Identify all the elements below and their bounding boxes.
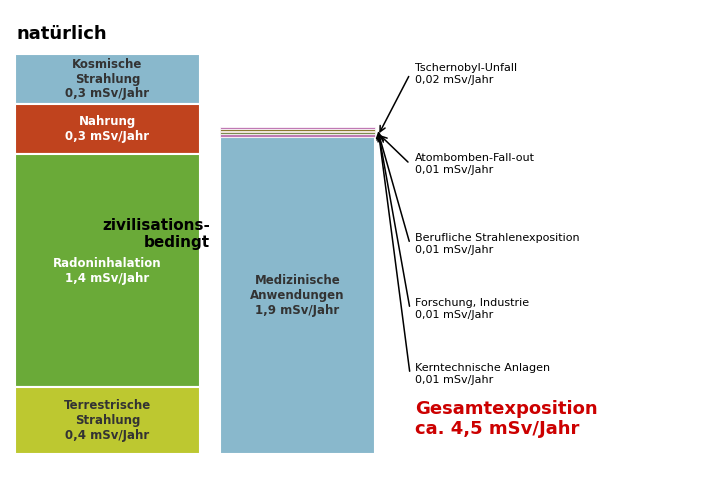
Text: Radoninhalation
1,4 mSv/Jahr: Radoninhalation 1,4 mSv/Jahr [53,257,162,285]
Text: Berufliche Strahlenexposition
0,01 mSv/Jahr: Berufliche Strahlenexposition 0,01 mSv/J… [415,233,579,255]
Bar [15,104,200,154]
Bar [220,131,375,132]
Bar [15,387,200,454]
Bar [220,137,375,454]
Bar [15,154,200,387]
Text: Gesamtexposition
ca. 4,5 mSv/Jahr: Gesamtexposition ca. 4,5 mSv/Jahr [415,400,598,439]
Text: Nahrung
0,3 mSv/Jahr: Nahrung 0,3 mSv/Jahr [66,115,149,143]
Text: Kosmische
Strahlung
0,3 mSv/Jahr: Kosmische Strahlung 0,3 mSv/Jahr [66,58,149,101]
Bar [220,134,375,137]
Text: Forschung, Industrie
0,01 mSv/Jahr: Forschung, Industrie 0,01 mSv/Jahr [415,298,529,320]
Text: Medizinische
Anwendungen
1,9 mSv/Jahr: Medizinische Anwendungen 1,9 mSv/Jahr [250,274,345,317]
Text: Kerntechnische Anlagen
0,01 mSv/Jahr: Kerntechnische Anlagen 0,01 mSv/Jahr [415,363,550,385]
Bar [220,127,375,129]
Bar [220,129,375,131]
Text: Terrestrische
Strahlung
0,4 mSv/Jahr: Terrestrische Strahlung 0,4 mSv/Jahr [64,399,151,442]
Text: zivilisations-
bedingt: zivilisations- bedingt [102,218,210,250]
Text: Atombomben-Fall-out
0,01 mSv/Jahr: Atombomben-Fall-out 0,01 mSv/Jahr [415,153,535,175]
Bar [15,54,200,104]
Text: Tschernobyl-Unfall
0,02 mSv/Jahr: Tschernobyl-Unfall 0,02 mSv/Jahr [415,63,517,85]
Text: natürlich: natürlich [17,25,108,43]
Bar [220,132,375,134]
